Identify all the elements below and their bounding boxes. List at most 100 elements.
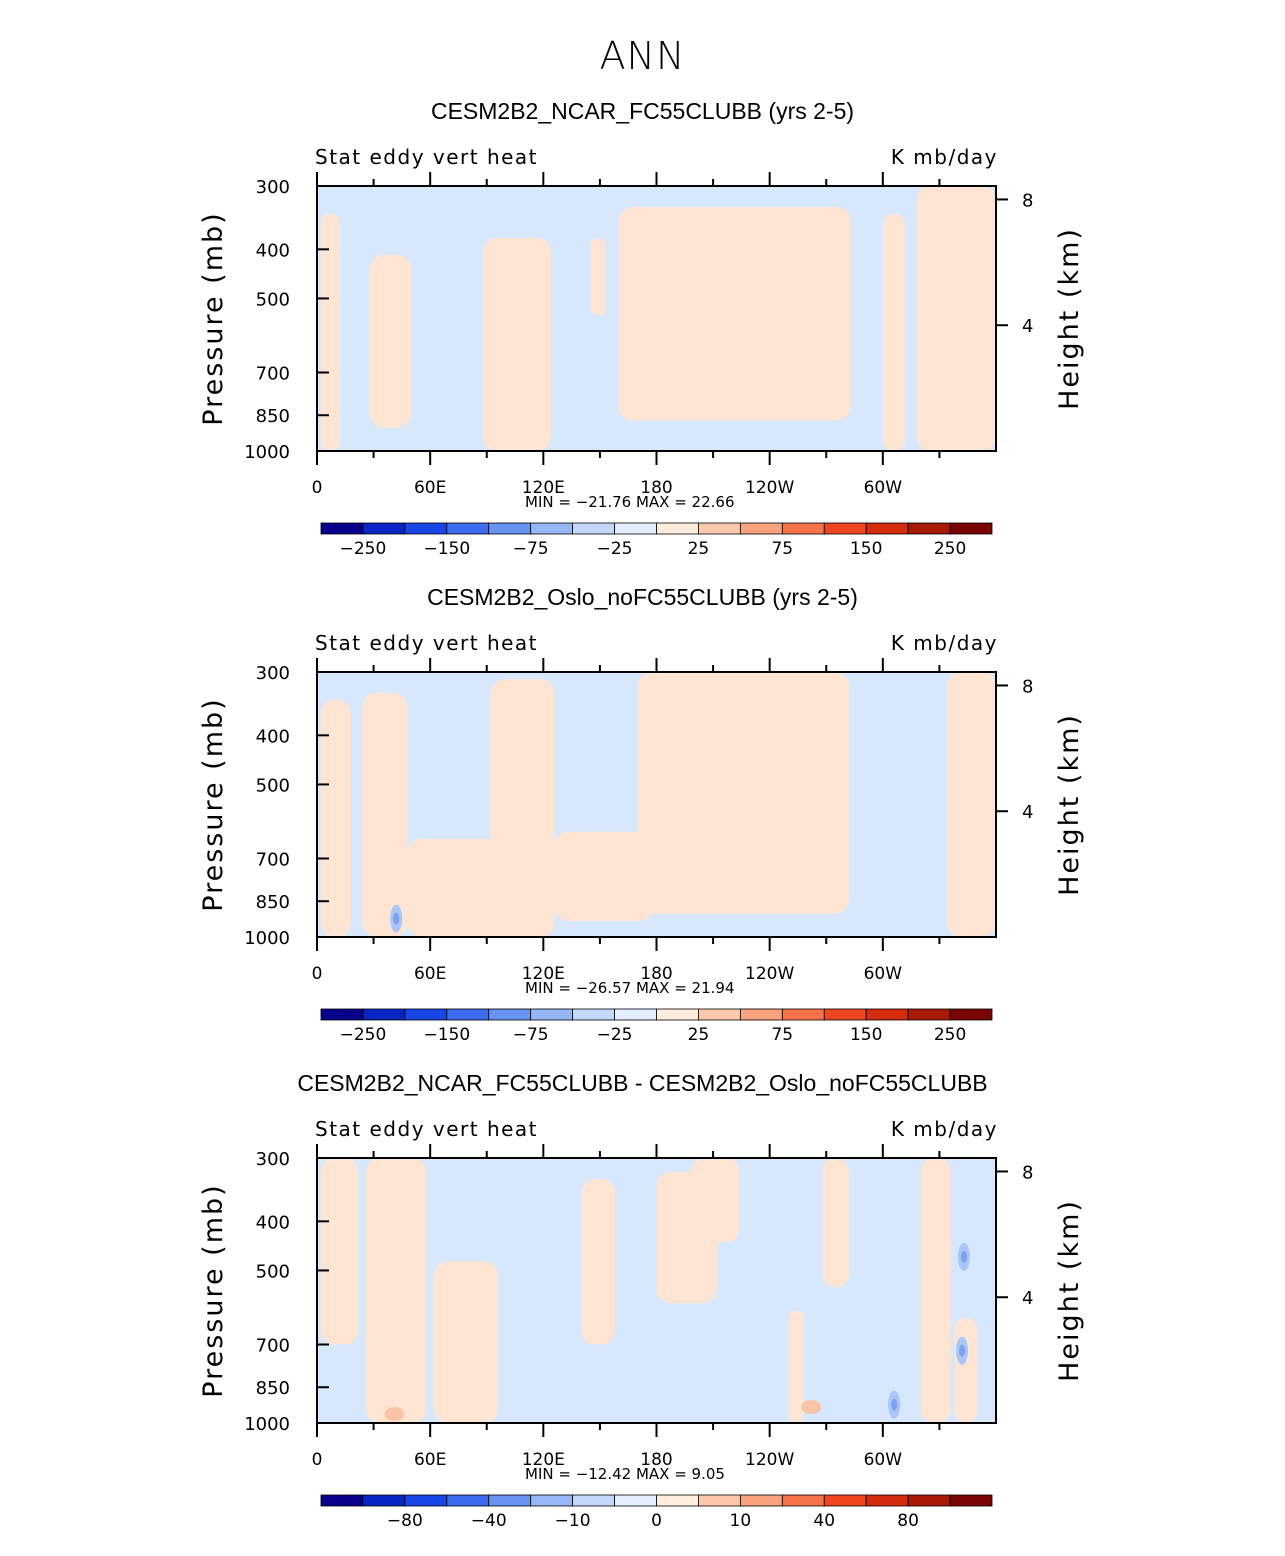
positive-contour-region xyxy=(581,1178,616,1345)
positive-contour-region xyxy=(433,1261,499,1423)
y-tick-label: 300 xyxy=(256,663,290,684)
y-tick-label: 850 xyxy=(256,1378,290,1399)
right-axis-label: Height (km) xyxy=(1054,1199,1085,1382)
y-axis-label: Pressure (mb) xyxy=(198,697,229,911)
main-title: ANN xyxy=(599,34,686,78)
y-tick-label: 400 xyxy=(256,1212,290,1233)
colorbar-segment xyxy=(614,522,657,535)
colorbar-segment xyxy=(865,522,909,535)
colorbar-tick-label: −25 xyxy=(597,539,633,559)
colorbar-segment xyxy=(656,1494,699,1507)
x-tick-label: 120W xyxy=(745,478,794,498)
negative-contour-core xyxy=(960,1250,967,1263)
y-tick-label: 1000 xyxy=(244,1414,290,1435)
positive-contour-region xyxy=(882,213,906,451)
field-name-label: Stat eddy vert heat xyxy=(315,145,538,169)
chart-panel-oslo: CESM2B2_Oslo_noFC55CLUBB (yrs 2-5) Stat … xyxy=(0,584,1285,1070)
positive-contour-region xyxy=(690,1158,740,1243)
colorbar-segment xyxy=(320,1008,364,1021)
right-tick-label: 8 xyxy=(1022,676,1033,697)
colorbar-tick-label: −250 xyxy=(340,1025,387,1045)
colorbar: −80 −40 −10 0 10 40 80 xyxy=(320,1494,993,1531)
positive-contour-region xyxy=(320,1158,359,1345)
x-tick-label: 0 xyxy=(312,478,323,498)
colorbar-tick-label: 80 xyxy=(897,1511,919,1531)
colorbar-segment xyxy=(488,1008,532,1021)
negative-contour-core xyxy=(959,1344,966,1357)
y-tick-label: 500 xyxy=(256,1261,290,1282)
colorbar-segment xyxy=(656,1008,699,1021)
colorbar-tick-label: 250 xyxy=(934,539,966,559)
colorbar-segment xyxy=(739,1494,783,1507)
colorbar-segment xyxy=(572,1494,615,1507)
contour-plot: Stat eddy vert heat K mb/day3004005007008… xyxy=(198,1117,1085,1531)
units-label: K mb/day xyxy=(891,631,998,655)
colorbar-tick-label: 0 xyxy=(651,1511,662,1531)
positive-contour-spot xyxy=(801,1400,822,1415)
colorbar-segment xyxy=(404,1494,448,1507)
chart-title: CESM2B2_Oslo_noFC55CLUBB (yrs 2-5) xyxy=(427,584,858,610)
y-tick-label: 500 xyxy=(256,775,290,796)
positive-contour-region xyxy=(946,672,996,937)
colorbar-segment xyxy=(572,522,615,535)
colorbar-segment xyxy=(320,1494,364,1507)
min-max-stats: MIN = −12.42 MAX = 9.05 xyxy=(525,1465,725,1483)
colorbar-segment xyxy=(865,1008,909,1021)
colorbar-segment xyxy=(572,1008,615,1021)
positive-contour-region xyxy=(554,831,653,922)
field-name-label: Stat eddy vert heat xyxy=(315,631,538,655)
x-tick-label: 180 xyxy=(640,1450,672,1470)
colorbar-tick-label: 150 xyxy=(850,1025,882,1045)
y-tick-label: 700 xyxy=(256,1335,290,1356)
colorbar-segment xyxy=(530,1494,574,1507)
right-tick-label: 4 xyxy=(1022,1288,1033,1309)
colorbar-segment xyxy=(530,1008,574,1021)
right-tick-label: 4 xyxy=(1022,316,1033,337)
contour-plot: Stat eddy vert heat K mb/day3004005007008… xyxy=(198,631,1085,1045)
y-tick-label: 850 xyxy=(256,406,290,427)
colorbar-segment xyxy=(362,522,406,535)
colorbar-segment xyxy=(949,522,993,535)
y-tick-label: 700 xyxy=(256,849,290,870)
colorbar-segment xyxy=(739,522,783,535)
colorbar-tick-label: −250 xyxy=(340,539,387,559)
colorbar-tick-label: −10 xyxy=(555,1511,591,1531)
colorbar-tick-label: 150 xyxy=(850,539,882,559)
y-tick-label: 300 xyxy=(256,177,290,198)
colorbar-segment xyxy=(446,1008,490,1021)
colorbar-segment xyxy=(362,1008,406,1021)
y-tick-label: 400 xyxy=(256,240,290,261)
colorbar-segment xyxy=(949,1008,993,1021)
positive-contour-region xyxy=(916,186,996,451)
y-tick-label: 1000 xyxy=(244,442,290,463)
colorbar-tick-label: −150 xyxy=(423,1025,470,1045)
x-tick-label: 120E xyxy=(522,1450,565,1470)
colorbar-segment xyxy=(446,522,490,535)
x-tick-label: 120E xyxy=(522,964,565,984)
colorbar-segment xyxy=(488,522,532,535)
colorbar-segment xyxy=(614,1008,657,1021)
x-tick-label: 60E xyxy=(414,1450,446,1470)
positive-contour-region xyxy=(637,672,849,914)
x-tick-label: 120W xyxy=(745,964,794,984)
positive-contour-spot xyxy=(384,1407,405,1422)
x-tick-label: 60E xyxy=(414,964,446,984)
colorbar-segment xyxy=(781,522,825,535)
colorbar-tick-label: 25 xyxy=(688,1025,710,1045)
colorbar-segment xyxy=(320,522,364,535)
right-axis-label: Height (km) xyxy=(1054,713,1085,896)
colorbar-segment xyxy=(698,522,741,535)
right-tick-label: 8 xyxy=(1022,1162,1033,1183)
y-axis-label: Pressure (mb) xyxy=(198,211,229,425)
colorbar-segment xyxy=(446,1494,490,1507)
colorbar-segment xyxy=(907,1494,951,1507)
x-tick-label: 60W xyxy=(864,1450,903,1470)
colorbar-tick-label: 40 xyxy=(813,1511,835,1531)
colorbar-segment xyxy=(949,1494,993,1507)
colorbar-segment xyxy=(404,522,448,535)
positive-contour-region xyxy=(822,1158,849,1288)
x-tick-label: 0 xyxy=(312,1450,323,1470)
colorbar-tick-label: −80 xyxy=(387,1511,423,1531)
y-tick-label: 300 xyxy=(256,1149,290,1170)
colorbar-segment xyxy=(823,1008,867,1021)
